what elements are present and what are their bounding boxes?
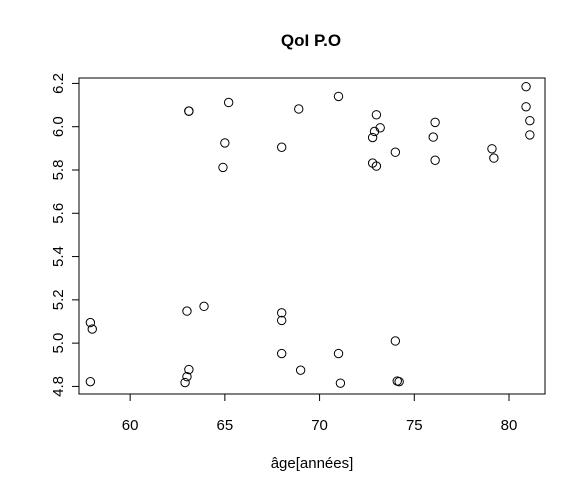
- data-point: [371, 161, 382, 171]
- data-point: [428, 132, 438, 142]
- data-point: [85, 376, 96, 387]
- data-point: [521, 81, 531, 92]
- y-tick-label: 6.0: [50, 116, 67, 137]
- x-axis-title: âge[années]: [271, 455, 354, 472]
- y-tick-label: 5.8: [50, 160, 67, 181]
- y-tick-label: 5.4: [50, 246, 67, 267]
- data-point: [333, 91, 344, 102]
- data-point: [182, 306, 192, 316]
- data-point: [85, 317, 96, 328]
- data-point: [394, 376, 404, 387]
- data-point: [521, 102, 531, 112]
- data-point: [525, 115, 535, 126]
- data-point: [487, 144, 497, 154]
- data-point: [276, 348, 287, 359]
- data-point: [369, 126, 380, 137]
- x-axis: 60 65 70 75 80: [122, 393, 518, 434]
- data-point: [276, 308, 287, 318]
- data-points: [85, 81, 535, 388]
- data-point: [430, 155, 440, 165]
- data-point: [276, 315, 287, 326]
- y-tick-label: 5.2: [50, 289, 67, 310]
- data-point: [184, 364, 194, 375]
- data-point: [182, 371, 192, 382]
- data-point: [180, 377, 190, 388]
- data-point: [295, 365, 306, 375]
- y-tick-label: 4.8: [50, 376, 67, 397]
- x-tick-label: 65: [217, 417, 234, 434]
- data-point: [218, 162, 228, 173]
- x-tick-label: 75: [406, 417, 423, 434]
- x-tick-label: 80: [501, 417, 518, 434]
- data-point: [489, 153, 499, 163]
- data-point: [430, 117, 440, 128]
- data-point: [223, 97, 234, 108]
- data-point: [367, 132, 378, 143]
- x-tick-label: 60: [122, 417, 139, 434]
- data-point: [333, 348, 344, 359]
- data-point: [335, 378, 346, 388]
- data-point: [199, 301, 209, 312]
- data-point: [294, 104, 304, 114]
- plot-area-frame: [78, 77, 546, 395]
- y-tick-label: 5.6: [50, 203, 67, 224]
- data-point: [276, 142, 287, 152]
- y-tick-label: 5.0: [50, 333, 67, 354]
- data-point: [184, 106, 194, 116]
- data-point: [390, 147, 401, 157]
- y-axis: 4.8 5.0 5.2 5.4 5.6 5.8 6.0 6.2: [50, 73, 80, 397]
- data-point: [220, 138, 230, 148]
- chart-title: QoI P.O: [281, 31, 341, 50]
- data-point: [87, 324, 97, 334]
- x-tick-label: 70: [311, 417, 328, 434]
- data-point: [371, 110, 382, 120]
- data-point: [390, 336, 401, 346]
- y-tick-label: 6.2: [50, 73, 67, 94]
- data-point: [525, 130, 535, 140]
